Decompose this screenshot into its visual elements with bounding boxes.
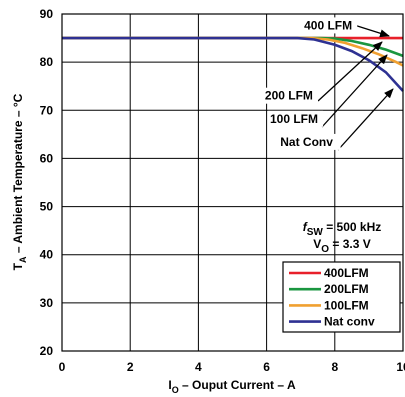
annotation-label: 100 LFM [270,112,318,126]
y-tick-labels: 20 30 40 50 60 70 80 90 [40,7,54,358]
y-axis-label-main: T [11,262,25,270]
y-tick-label: 40 [40,248,54,262]
x-tick-label: 4 [195,360,202,374]
legend-label: 200LFM [324,282,369,296]
legend-label: 100LFM [324,298,369,312]
vo-condition: VO = 3.3 V [313,237,371,255]
annotation-arrows [317,23,394,151]
annotation-arrow [317,41,383,102]
y-tick-label: 50 [40,200,54,214]
y-tick-label: 60 [40,151,54,165]
legend: 400LFM 200LFM 100LFM Nat conv [282,261,401,333]
y-axis-label-rest: – Ambient Temperature – °C [11,93,25,256]
x-axis-label: IO – Ouput Current – A [168,378,296,395]
vo-condition-sub: O [321,244,329,255]
annotation-arrow [321,54,388,128]
annotation-background [262,87,318,104]
y-tick-label: 20 [40,344,54,358]
y-tick-label: 90 [40,7,54,21]
series-line-nat-conv [62,36,404,92]
plot-frame [61,13,404,352]
x-tick-label: 6 [263,360,270,374]
annotation-label: 400 LFM [304,18,352,32]
y-tick-label: 30 [40,296,54,310]
x-axis-label-sub: O [172,385,179,395]
x-tick-label: 0 [59,360,66,374]
legend-label: 400LFM [324,266,369,280]
annotation-arrow [350,23,390,38]
x-tick-label: 10 [396,360,405,374]
grid-lines [62,14,403,351]
vo-condition-main: V [313,237,321,251]
y-axis-label-sub: A [18,256,28,263]
x-tick-label: 8 [331,360,338,374]
y-axis-label: TA – Ambient Temperature – °C [11,93,28,270]
fsw-condition-rest: = 500 kHz [323,220,381,234]
x-tick-label: 2 [127,360,134,374]
series-annotations: 400 LFM 200 LFM 100 LFM Nat Conv [262,17,358,150]
series-lines [62,36,404,92]
annotation-label: Nat Conv [280,135,333,149]
x-axis-label-rest: – Ouput Current – A [179,378,296,392]
annotation-background [278,133,341,150]
fsw-condition: fSW = 500 kHz [303,220,381,238]
x-axis-label-main: I [168,378,171,392]
annotation-label: 200 LFM [265,89,313,103]
annotation-arrow [337,88,394,151]
legend-label: Nat conv [324,315,375,329]
y-tick-label: 80 [40,55,54,69]
annotation-background [302,17,358,34]
series-line-200lfm [62,36,404,58]
fsw-condition-f: f [303,220,308,234]
fsw-condition-sub: SW [307,227,324,238]
vo-condition-rest: = 3.3 V [329,237,371,251]
annotation-background [268,110,324,127]
y-tick-label: 70 [40,103,54,117]
x-tick-labels: 0 2 4 6 8 10 [59,360,405,374]
